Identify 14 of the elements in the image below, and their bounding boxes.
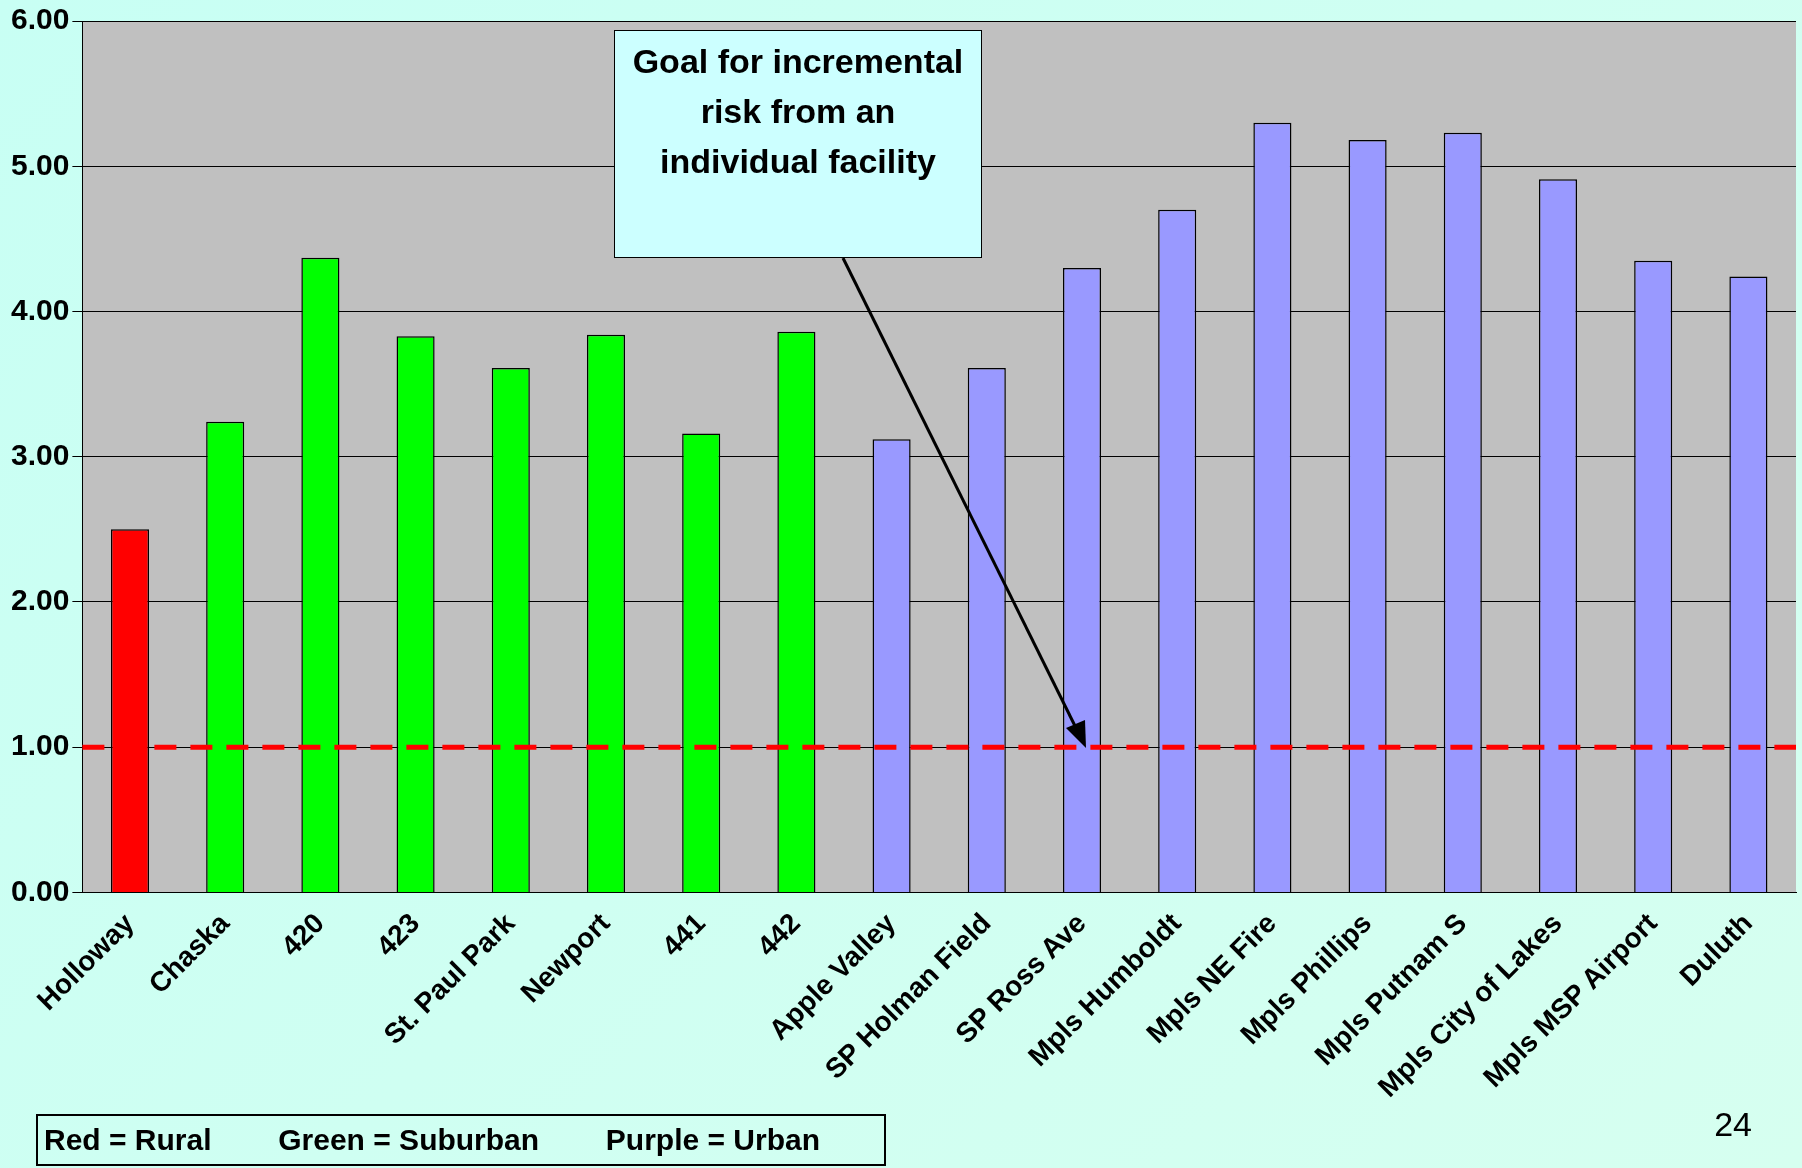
y-tick-label: 2.00 xyxy=(11,583,70,617)
annotation: Goal for incremental risk from an individual facility xyxy=(631,41,965,182)
y-tick-label: 0.00 xyxy=(11,873,70,907)
y-tick-label: 5.00 xyxy=(11,147,70,181)
y-tick-label: 6.00 xyxy=(11,2,70,36)
y-tick-label: 3.00 xyxy=(11,437,70,471)
y-tick-label: 1.00 xyxy=(11,728,70,762)
text: 24 xyxy=(1714,1105,1752,1144)
x-tick-label: 441 xyxy=(655,907,711,963)
text: Red = Rural Green = Suburban Purple = Urban xyxy=(36,1114,886,1166)
x-tick-label: 442 xyxy=(751,907,807,963)
y-tick-label: 4.00 xyxy=(11,292,70,326)
x-tick-label: 423 xyxy=(370,907,426,963)
x-tick-label: 420 xyxy=(275,907,331,963)
